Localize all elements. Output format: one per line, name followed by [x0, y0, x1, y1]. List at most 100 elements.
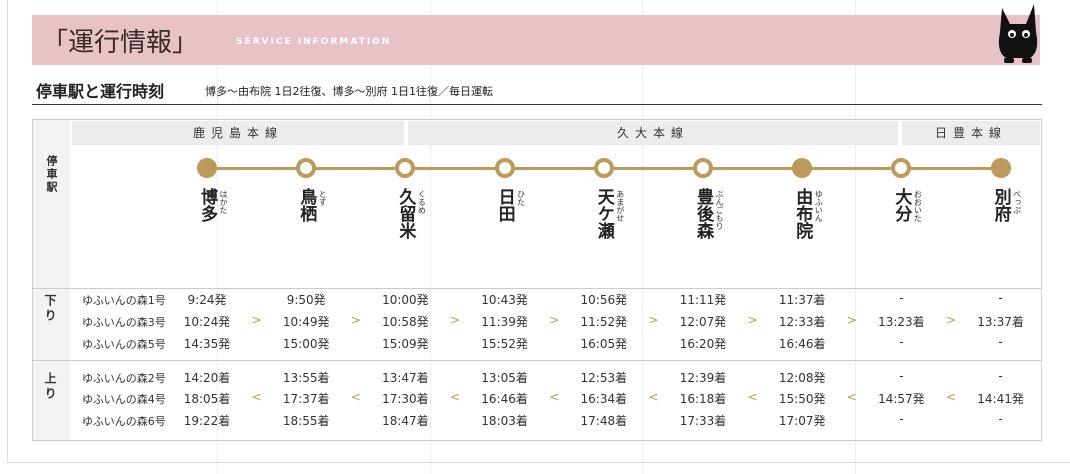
time-cell: 10:24発: [183, 315, 231, 329]
header-title: 「運行情報」: [42, 28, 199, 58]
time-cell: 15:00発: [282, 337, 330, 351]
direction-arrow: <: [747, 390, 758, 404]
direction-arrow: <: [251, 390, 262, 404]
label-column: [33, 120, 70, 440]
station-dot: [395, 158, 416, 178]
time-cell: 19:22着: [183, 414, 231, 428]
time-cell: 16:05発: [580, 337, 628, 351]
station-reading: あまがせ: [615, 190, 625, 222]
time-cell: 16:18着: [679, 392, 727, 406]
direction-arrow: >: [846, 313, 857, 327]
train-name: ゆふいんの森2号: [82, 372, 166, 385]
stops-label: 停車駅: [45, 155, 58, 194]
time-cell: 13:47着: [382, 371, 429, 385]
station-name: 久留米: [395, 188, 416, 239]
station-dot: [593, 158, 614, 178]
station-dot: [296, 158, 317, 178]
direction-arrow: >: [747, 313, 758, 327]
row-divider: [32, 288, 1042, 289]
frame-line: [7, 462, 1070, 463]
station-dot: [693, 158, 713, 178]
direction-arrow: >: [549, 313, 560, 327]
time-cell: 15:50発: [778, 392, 826, 406]
station-reading: ゆふいん: [814, 190, 824, 222]
station-name: 由布院: [792, 188, 813, 239]
time-cell: 17:33着: [679, 414, 727, 428]
time-cell: -: [899, 369, 904, 383]
time-cell: 18:03着: [481, 414, 528, 428]
frame-line: [7, 0, 8, 462]
station-dot: [197, 158, 217, 178]
time-cell: 9:50発: [286, 293, 326, 307]
row-divider: [32, 360, 1042, 361]
time-cell: -: [899, 291, 904, 305]
direction-arrow: <: [946, 390, 957, 404]
station-reading: おおいた: [913, 190, 923, 222]
station-dot: [990, 158, 1011, 178]
time-cell: -: [998, 412, 1003, 426]
time-cell: 18:05着: [183, 392, 231, 406]
time-cell: 10:43発: [481, 293, 528, 307]
section-heading: 停車駅と運行時刻: [36, 82, 165, 101]
station-name: 天ケ瀬: [593, 188, 614, 239]
station-reading: ひた: [516, 190, 526, 206]
time-cell: 10:56発: [580, 293, 628, 307]
time-cell: -: [998, 335, 1003, 349]
time-cell: 16:46着: [778, 337, 826, 351]
time-cell: 15:09発: [382, 337, 429, 351]
direction-arrow: <: [350, 390, 361, 404]
time-cell: 16:20発: [679, 337, 727, 351]
direction-arrow: <: [450, 390, 461, 404]
time-cell: -: [998, 291, 1003, 305]
station-reading: はかた: [219, 190, 228, 214]
time-cell: 11:37着: [778, 293, 826, 307]
train-name: ゆふいんの森1号: [82, 294, 166, 307]
station-reading: とす: [318, 190, 328, 206]
station-name: 大分: [891, 188, 912, 222]
train-name: ゆふいんの森6号: [82, 415, 166, 428]
time-cell: -: [998, 369, 1003, 383]
timetable: [32, 119, 1042, 441]
up-label: 上り: [43, 372, 57, 402]
time-cell: 13:55着: [282, 371, 330, 385]
station-dot: [792, 158, 813, 178]
time-cell: 9:24発: [187, 293, 227, 307]
direction-arrow: <: [846, 390, 857, 404]
time-cell: 12:08発: [778, 371, 826, 385]
time-cell: 17:07発: [778, 414, 826, 428]
time-cell: 15:52発: [481, 337, 528, 351]
time-cell: -: [899, 335, 904, 349]
mascot: [998, 4, 1038, 63]
time-cell: 14:35発: [183, 337, 231, 351]
divider: [32, 104, 1042, 105]
time-cell: 10:58発: [382, 315, 429, 329]
time-cell: 11:39発: [481, 315, 528, 329]
time-cell: 13:23着: [878, 315, 925, 329]
time-cell: 10:00発: [382, 293, 429, 307]
direction-arrow: <: [549, 390, 560, 404]
station-name: 日田: [494, 188, 515, 222]
time-cell: 10:49発: [282, 315, 330, 329]
time-cell: 18:55着: [282, 414, 330, 428]
station-name: 博多: [197, 188, 217, 222]
station-name: 鳥栖: [296, 188, 317, 222]
time-cell: 13:05着: [481, 371, 528, 385]
down-label: 下り: [43, 294, 57, 324]
station-dot: [891, 158, 912, 178]
line-header: 鹿児島本線: [72, 121, 404, 145]
station-reading: べっぷ: [1012, 190, 1022, 214]
header-band: [32, 15, 1040, 65]
time-cell: 16:34着: [580, 392, 628, 406]
line-header: 久大本線: [408, 121, 898, 145]
direction-arrow: >: [648, 313, 659, 327]
train-name: ゆふいんの森3号: [82, 316, 166, 329]
direction-arrow: >: [946, 313, 957, 327]
time-cell: 13:37着: [977, 315, 1024, 329]
time-cell: 16:46着: [481, 392, 528, 406]
time-cell: 14:20着: [183, 371, 231, 385]
line-header: 日豊本線: [902, 121, 1040, 145]
train-name: ゆふいんの森4号: [82, 393, 166, 406]
time-cell: 14:41発: [977, 392, 1024, 406]
